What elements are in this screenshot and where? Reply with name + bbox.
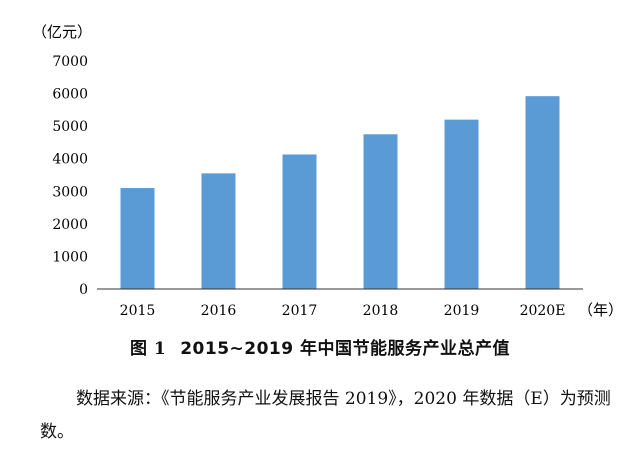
bar-2017 xyxy=(282,154,317,289)
figure-number: 图 1 xyxy=(129,339,167,359)
x-tick-label: 2018 xyxy=(363,303,399,319)
figure-caption: 图 1 2015~2019 年中国节能服务产业总产值 xyxy=(0,334,640,359)
figure-title: 2015~2019 年中国节能服务产业总产值 xyxy=(180,339,511,359)
x-tick-label: 2016 xyxy=(201,303,237,319)
x-tick-label: 2015 xyxy=(120,303,156,319)
x-axis-label: （年） xyxy=(578,301,623,319)
y-axis-label: （亿元） xyxy=(32,23,92,41)
y-tick-label: 5000 xyxy=(52,119,88,135)
y-tick-label: 2000 xyxy=(52,217,88,233)
x-tick-label: 2020E xyxy=(520,303,566,319)
x-axis-ticks: 2015 2016 2017 2018 2019 2020E xyxy=(120,303,566,319)
y-tick-label: 1000 xyxy=(52,249,88,265)
y-tick-label: 0 xyxy=(79,282,88,298)
bar-2018 xyxy=(363,134,398,289)
bars-group xyxy=(120,96,560,289)
x-tick-label: 2019 xyxy=(444,303,480,319)
bar-2020E xyxy=(525,96,560,289)
y-axis-ticks: 0 1000 2000 3000 4000 5000 6000 7000 xyxy=(52,54,88,298)
bar-2016 xyxy=(201,173,236,289)
y-tick-label: 4000 xyxy=(52,152,88,168)
y-tick-label: 3000 xyxy=(52,184,88,200)
y-tick-label: 7000 xyxy=(52,54,88,70)
x-tick-label: 2017 xyxy=(282,303,318,319)
source-note: 数据来源：《节能服务产业发展报告 2019》，2020 年数据（E）为预测数。 xyxy=(40,389,611,442)
bar-2019 xyxy=(444,119,479,289)
bar-2015 xyxy=(120,188,155,289)
y-tick-label: 6000 xyxy=(52,87,88,103)
